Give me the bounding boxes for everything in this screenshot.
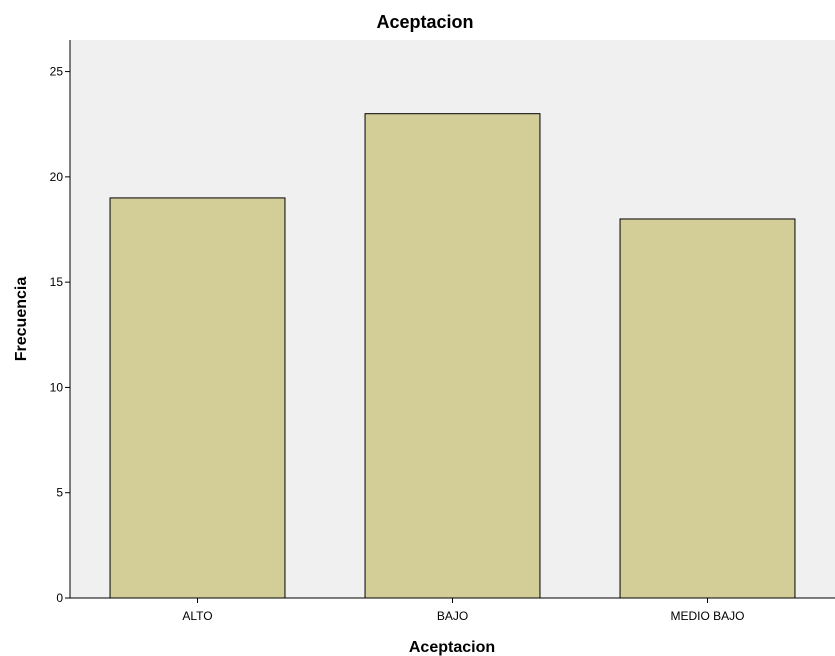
y-tick-label: 10 [50,380,64,394]
y-tick-label: 0 [56,591,63,605]
y-tick-label: 25 [50,65,64,79]
bar-bajo [364,113,541,599]
bar-medio-bajo [619,218,796,599]
x-axis-title: Aceptacion [409,639,495,656]
y-tick-label: 5 [56,486,63,500]
bar-alto [109,197,286,599]
x-tick-label: BAJO [437,609,468,623]
x-tick-label: MEDIO BAJO [670,609,744,623]
y-ticks-group: 0 5 10 15 20 25 [50,65,70,605]
chart-title: Aceptacion [376,12,473,32]
x-ticks-group: ALTO BAJO MEDIO BAJO [182,598,745,623]
x-tick-label: ALTO [182,609,212,623]
y-tick-label: 15 [50,275,64,289]
bars-group [109,113,796,599]
y-axis-title: Frecuencia [13,277,30,362]
y-tick-label: 20 [50,170,64,184]
